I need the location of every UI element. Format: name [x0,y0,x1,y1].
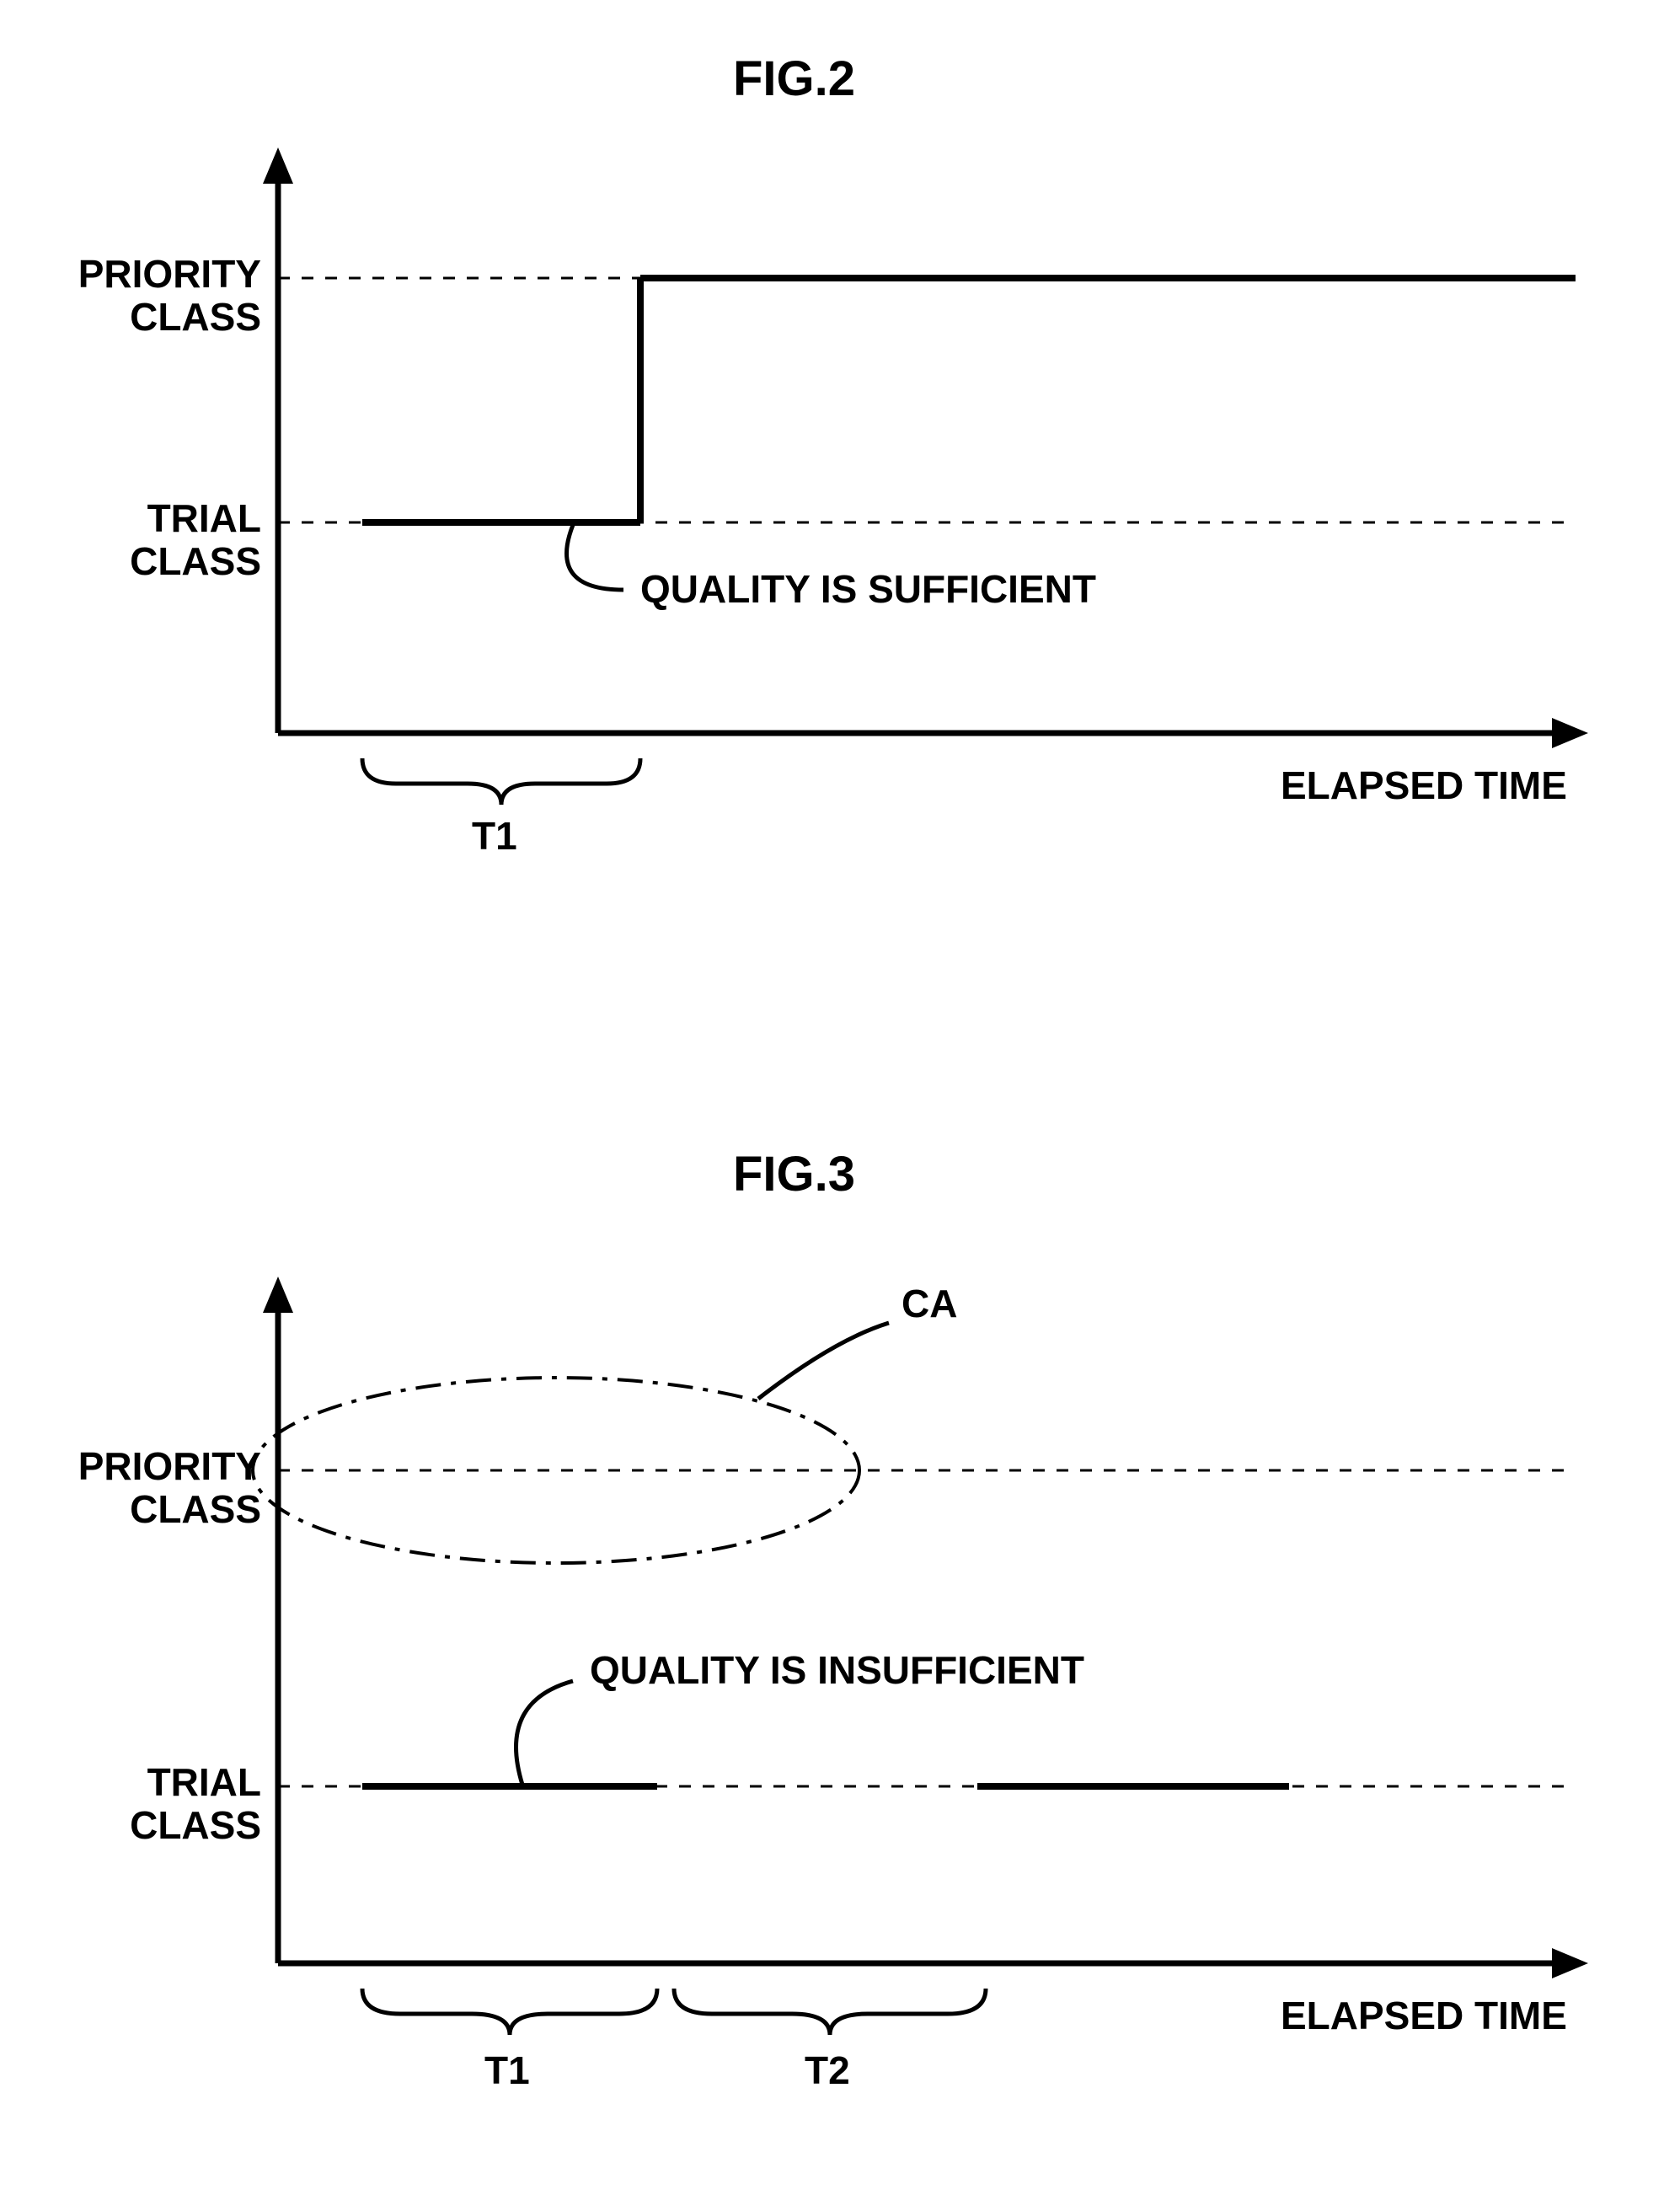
fig3-t1-label: T1 [484,2048,530,2093]
fig2-quality-annotation: QUALITY IS SUFFICIENT [640,566,1096,612]
fig2-priority-label: PRIORITY CLASS [51,253,261,338]
fig3-priority-label: PRIORITY CLASS [51,1445,261,1530]
fig2-trial-label: TRIAL CLASS [51,497,261,582]
fig3-t2-label: T2 [805,2048,850,2093]
fig2-x-label: ELAPSED TIME [1281,763,1567,808]
fig3-trial-label: TRIAL CLASS [51,1761,261,1846]
fig3-x-label: ELAPSED TIME [1281,1993,1567,2038]
fig3-quality-annotation: QUALITY IS INSUFFICIENT [590,1647,1084,1693]
fig3-ca-label: CA [902,1281,957,1326]
fig2-t1-label: T1 [472,813,517,859]
